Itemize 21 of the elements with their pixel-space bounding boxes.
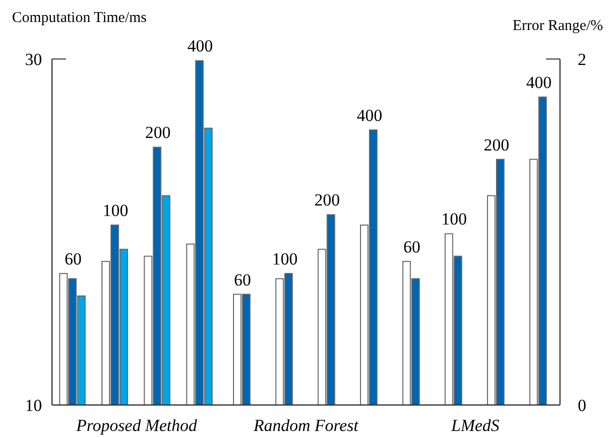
- annotation: 100: [272, 250, 298, 269]
- annotation: 400: [356, 106, 382, 125]
- y-tick-label: 10: [25, 396, 42, 415]
- y2-tick-label: 2: [578, 50, 586, 69]
- annotation: 60: [403, 237, 420, 256]
- y-tick-label: 30: [25, 50, 42, 69]
- annotation: 400: [526, 73, 552, 92]
- annotation: 100: [441, 210, 467, 229]
- y2-axis-title: Error Range/%: [512, 18, 603, 34]
- annotation: 100: [102, 201, 128, 220]
- text: Random Forest: [252, 416, 360, 435]
- annotation: 60: [234, 270, 251, 290]
- text: 400: [187, 36, 213, 56]
- annotation: 200: [314, 190, 340, 210]
- text: Proposed Method: [75, 416, 198, 435]
- y2-tick-label: 0: [578, 396, 586, 415]
- text: LMedS: [450, 416, 500, 435]
- annotation: 60: [64, 250, 82, 269]
- annotation: 200: [145, 123, 171, 142]
- y-axis-title: Computation Time/ms: [12, 10, 147, 26]
- annotation: 200: [484, 135, 510, 154]
